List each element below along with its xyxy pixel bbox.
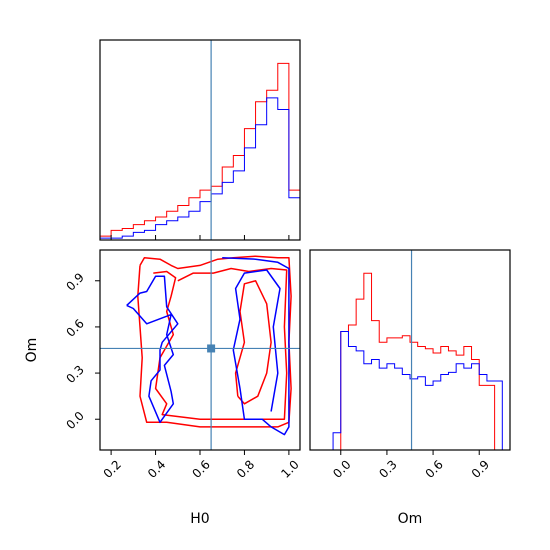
h0-tick-label-2: 0.4: [145, 457, 168, 480]
contour-2-path-2: [222, 256, 290, 436]
h0-tick-label-4: 0.8: [234, 457, 257, 480]
om-hist-series-2: [332, 330, 503, 450]
om-ytick-label-1: 0.9: [63, 270, 86, 293]
h0-tick-label-5: 1.0: [278, 457, 301, 480]
contour-lines: [126, 255, 292, 436]
om-xtick-label-3: 0.6: [423, 457, 446, 480]
om-histogram-panel: 0.0 0.3 0.6 0.9: [309, 249, 511, 481]
om-xtick-label-4: 0.9: [469, 457, 492, 480]
h0-tick-label-3: 0.6: [189, 457, 212, 480]
om-ytick-label-3: 0.3: [63, 363, 86, 386]
h0-histogram-panel: [99, 39, 301, 241]
truth-marker: [207, 344, 216, 353]
om-xtick-label-2: 0.3: [376, 457, 399, 480]
om-hist-frame: [309, 249, 511, 451]
h0-hist-series-2: [99, 97, 301, 240]
x-axis-label-om: Om: [398, 511, 423, 527]
contour-1-path-1: [137, 255, 292, 428]
om-ytick-label-4: 0.0: [63, 409, 86, 432]
h0-hist-series-1: [99, 62, 301, 240]
h0-om-contour-panel: 0.2 0.4 0.6 0.8 1.0 0.9 0.6 0.3 0.0: [63, 249, 302, 481]
h0-tick-label-1: 0.2: [101, 457, 124, 480]
om-hist-series-1: [333, 272, 503, 451]
contour-1-path-3: [234, 280, 272, 405]
contour-2-path-1: [126, 275, 179, 424]
om-ytick-label-2: 0.6: [63, 316, 86, 339]
contour-1-path-2: [153, 267, 288, 420]
om-xtick-label-1: 0.0: [330, 457, 353, 480]
y-axis-label-om: Om: [24, 338, 40, 363]
x-axis-label-h0: H0: [190, 511, 209, 527]
